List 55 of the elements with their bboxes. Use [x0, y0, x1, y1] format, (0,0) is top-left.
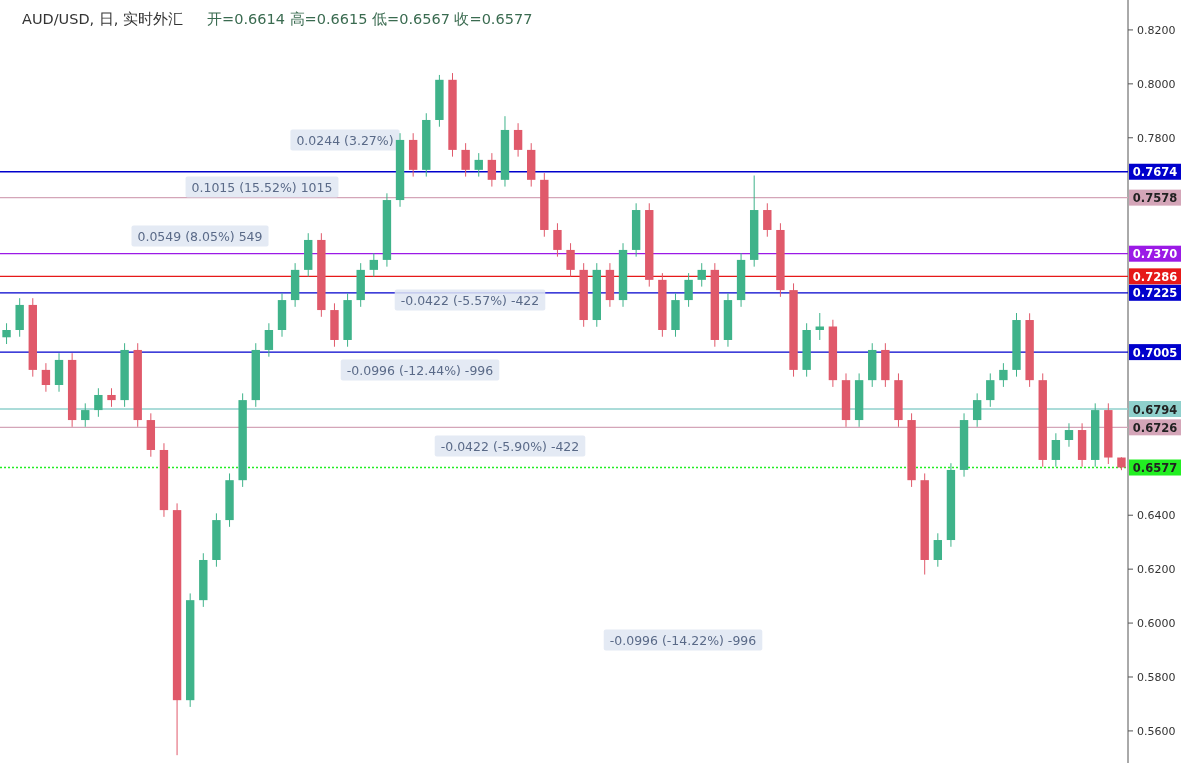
annotation: -0.0996 (-12.44%) -996 — [346, 362, 494, 378]
y-tick-label: 0.6200 — [1137, 563, 1176, 577]
candlestick — [986, 372, 995, 408]
candlestick — [1051, 432, 1061, 468]
annotation: 0.0549 (8.05%) 549 — [131, 225, 269, 247]
candlestick — [107, 387, 116, 408]
y-tick-label: 0.6000 — [1137, 617, 1176, 631]
candlestick — [264, 322, 274, 358]
header: AUD/USD, 日, 实时外汇 开=0.6614 高=0.6615 低=0.6567 收=0.6577 — [22, 11, 533, 27]
candlestick — [697, 262, 706, 288]
candlestick — [369, 252, 379, 278]
annotation: -0.0996 (-14.22%) -996 — [603, 629, 763, 651]
candlestick — [815, 312, 824, 341]
candlestick — [41, 362, 51, 393]
ref-label: 0.6726 — [1129, 419, 1181, 436]
annotation: -0.0996 (-14.22%) -996 — [609, 632, 757, 648]
candlestick — [972, 392, 982, 428]
ref-label: 0.7674 — [1129, 163, 1181, 180]
annotation: -0.0422 (-5.90%) -422 — [440, 438, 580, 454]
y-tick-label: 0.7800 — [1137, 131, 1176, 145]
candlestick — [999, 362, 1008, 388]
annotation: 0.0244 (3.27%) — [290, 129, 400, 151]
y-tick-label: 0.6400 — [1137, 509, 1176, 523]
ref-label: 0.6577 — [1129, 459, 1181, 476]
ref-label: 0.7370 — [1129, 245, 1181, 262]
candlestick — [487, 152, 497, 188]
ref-label: 0.7286 — [1129, 268, 1181, 285]
candlestick — [553, 222, 562, 258]
candlestick — [763, 202, 772, 238]
annotation: -0.0422 (-5.57%) -422 — [400, 292, 540, 308]
annotation: 0.0244 (3.27%) — [296, 132, 394, 148]
candlestick — [81, 402, 90, 428]
annotation: 0.1015 (15.52%) 1015 — [185, 176, 339, 198]
candlestick — [684, 272, 693, 308]
candlestick — [566, 242, 575, 278]
y-tick-label: 0.8000 — [1137, 77, 1176, 91]
y-tick-label: 0.8200 — [1137, 23, 1176, 37]
candlestick — [2, 322, 11, 345]
annotation: 0.1015 (15.52%) 1015 — [191, 179, 333, 195]
y-tick-label: 0.5800 — [1137, 670, 1176, 684]
ref-label: 0.6794 — [1129, 401, 1181, 417]
candlestick — [1064, 422, 1074, 448]
annotation: -0.0422 (-5.57%) -422 — [394, 289, 546, 311]
candlestick — [461, 142, 470, 178]
ref-label: 0.7005 — [1129, 344, 1181, 361]
y-tick-label: 0.5600 — [1137, 724, 1176, 738]
ref-label: 0.7225 — [1129, 284, 1181, 301]
candlestick — [933, 532, 943, 568]
candlestick — [474, 152, 483, 178]
candlestick — [94, 387, 103, 418]
annotation: -0.0422 (-5.90%) -422 — [434, 435, 586, 457]
candlestick — [513, 122, 523, 158]
annotation: 0.0549 (8.05%) 549 — [137, 228, 263, 244]
ref-label: 0.7578 — [1129, 189, 1181, 206]
annotation: -0.0996 (-12.44%) -996 — [340, 359, 500, 381]
